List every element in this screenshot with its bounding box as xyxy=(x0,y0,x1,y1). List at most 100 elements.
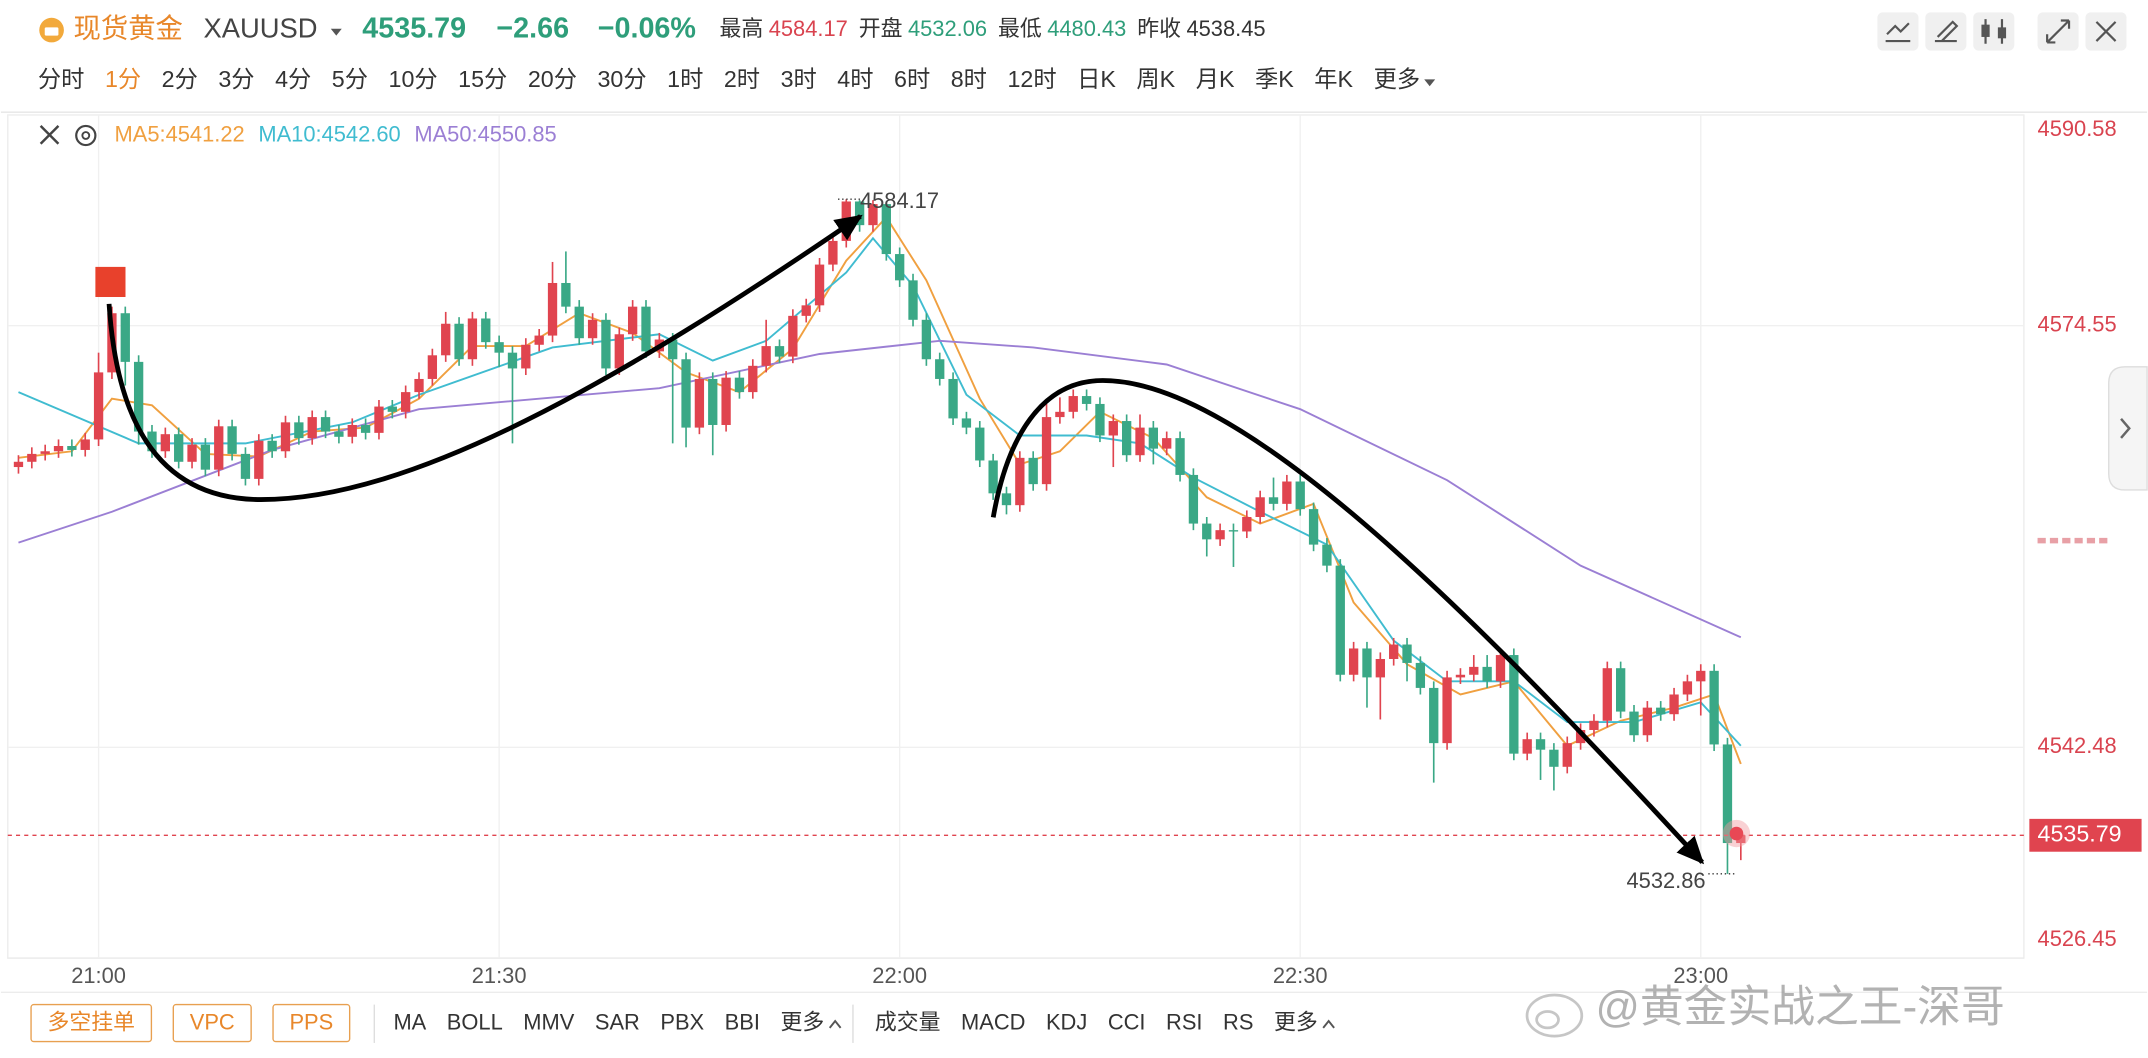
period-tab[interactable]: 3分 xyxy=(218,66,254,92)
candle-body xyxy=(187,444,197,462)
indicator-button[interactable]: BBI xyxy=(725,1010,760,1035)
symbol-name[interactable]: 现货黄金 xyxy=(73,12,182,43)
settings-indicator[interactable] xyxy=(75,124,97,147)
period-tab[interactable]: 季K xyxy=(1255,66,1294,92)
candle-body xyxy=(80,439,90,450)
candle-body xyxy=(1549,749,1559,767)
period-tab[interactable]: 分时 xyxy=(38,66,85,92)
period-tab[interactable]: 20分 xyxy=(528,66,577,92)
tool-button[interactable] xyxy=(1877,12,1919,51)
period-tab[interactable]: 10分 xyxy=(389,66,438,92)
legend-entry: MA5:4541.22 xyxy=(115,121,245,146)
candle-body xyxy=(67,446,77,450)
candle-body xyxy=(734,377,745,393)
period-tab[interactable]: 15分 xyxy=(458,66,507,92)
bottom-toolbar: 多空挂单 VPC PPS MA BOLL MMV SAR PBX BBI 更多 成交量 MACD KDJ… xyxy=(30,1003,1335,1043)
order-button[interactable] xyxy=(272,1003,351,1043)
period-tab[interactable]: 12时 xyxy=(1007,66,1056,92)
candle-body xyxy=(1589,720,1599,730)
candle-body xyxy=(534,335,544,345)
tool-icon xyxy=(1934,20,1959,43)
candle-body xyxy=(1455,674,1466,678)
candle-body xyxy=(1522,739,1532,754)
candle-body xyxy=(561,282,571,307)
order-button[interactable] xyxy=(30,1003,153,1043)
period-tab[interactable]: 8时 xyxy=(951,66,987,92)
candle-body xyxy=(1722,744,1733,844)
candle-body xyxy=(1162,438,1172,449)
indicator-button[interactable]: RS xyxy=(1223,1010,1253,1035)
stat-label: 昨收 xyxy=(1137,16,1181,41)
indicator-button[interactable]: 更多 xyxy=(1274,1010,1318,1035)
indicator-button[interactable]: MA xyxy=(393,1010,426,1035)
candle-body xyxy=(1736,835,1746,844)
candle-body xyxy=(1202,523,1212,540)
candle-body xyxy=(708,378,718,425)
candle-body xyxy=(828,240,838,265)
candle-body xyxy=(1469,666,1479,675)
overlay: 4535.79 4584.17 4532.86 xyxy=(7,188,2142,893)
candle-body xyxy=(935,359,945,379)
candle-body xyxy=(374,406,384,433)
period-tab[interactable]: 2分 xyxy=(162,66,198,92)
candle-body xyxy=(975,427,985,461)
period-tab[interactable]: 更多 xyxy=(1374,66,1421,92)
candle-body xyxy=(267,440,277,452)
period-tab[interactable]: 4时 xyxy=(837,66,873,92)
tool-icon xyxy=(2095,21,2117,42)
candle-body xyxy=(53,446,64,452)
tool-button[interactable] xyxy=(1973,12,2015,51)
indicator-button[interactable]: MMV xyxy=(523,1010,574,1035)
tool-button[interactable] xyxy=(1925,12,1967,51)
indicator-button[interactable]: 更多 xyxy=(780,1010,824,1035)
period-tab[interactable]: 3时 xyxy=(781,66,817,92)
period-tab[interactable]: 周K xyxy=(1136,66,1175,92)
period-tab[interactable]: 5分 xyxy=(332,66,368,92)
order-button[interactable] xyxy=(172,1003,252,1043)
candle-body xyxy=(133,361,144,432)
candle-body xyxy=(174,434,184,462)
period-tab[interactable]: 30分 xyxy=(598,66,647,92)
period-tab[interactable]: 日K xyxy=(1077,66,1116,92)
period-tab[interactable]: 年K xyxy=(1314,66,1353,92)
candle-body xyxy=(40,451,50,454)
period-tab[interactable]: 6时 xyxy=(894,66,930,92)
tool-icon xyxy=(1885,22,1911,43)
period-tab[interactable]: 月K xyxy=(1196,66,1235,92)
candle-body xyxy=(1121,421,1132,456)
candle-body xyxy=(547,282,558,336)
indicator-button[interactable]: KDJ xyxy=(1046,1010,1087,1035)
indicator-button[interactable]: PBX xyxy=(660,1010,704,1035)
indicator-button[interactable]: RSI xyxy=(1166,1010,1202,1035)
candle-body xyxy=(254,440,264,479)
candle-body xyxy=(1375,658,1385,678)
trend-arrow xyxy=(106,214,863,502)
candle-body xyxy=(1482,666,1492,682)
candle-body xyxy=(334,431,344,437)
last-point xyxy=(1729,826,1744,841)
close-indicator[interactable] xyxy=(39,125,60,145)
candle-body xyxy=(160,434,170,452)
indicator-button[interactable]: CCI xyxy=(1108,1010,1146,1035)
stat-value: 4480.43 xyxy=(1047,16,1126,41)
symbol-dropdown[interactable] xyxy=(330,28,342,36)
order-button-label: VPC xyxy=(190,1010,235,1035)
legend: MA5:4541.22 MA10:4542.60 MA50:4550.85 xyxy=(115,121,557,146)
candle-body xyxy=(814,264,825,306)
candle-body xyxy=(427,355,438,379)
candle-body xyxy=(1642,707,1653,736)
indicator-button[interactable]: MACD xyxy=(961,1010,1025,1035)
candle-body xyxy=(120,313,130,362)
side-panel-chevron xyxy=(2120,418,2131,439)
symbol-code[interactable]: XAUUSD xyxy=(204,12,318,43)
indicator-button[interactable]: BOLL xyxy=(447,1010,503,1035)
tool-icon xyxy=(1981,24,1990,37)
indicator-button[interactable]: 成交量 xyxy=(875,1010,941,1035)
period-tab[interactable]: 2时 xyxy=(724,66,760,92)
period-tab[interactable]: 4分 xyxy=(275,66,311,92)
period-tab[interactable]: 1分 xyxy=(105,66,141,92)
tool-icon xyxy=(1997,27,2007,39)
period-tab[interactable]: 1时 xyxy=(667,66,703,92)
indicator-button[interactable]: SAR xyxy=(595,1010,640,1035)
candle-body xyxy=(13,461,24,468)
